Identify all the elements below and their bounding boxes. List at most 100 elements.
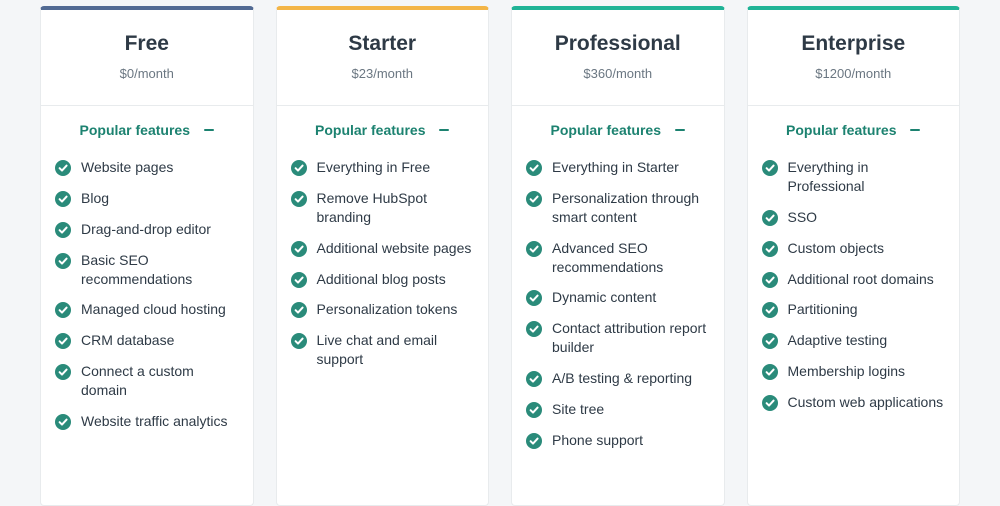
check-icon: [526, 402, 542, 418]
feature-item: Phone support: [526, 425, 710, 456]
feature-text: SSO: [788, 208, 818, 227]
feature-text: Custom web applications: [788, 393, 944, 412]
tier-price: $0/month: [53, 66, 241, 81]
tier-price: $1200/month: [760, 66, 948, 81]
features-toggle[interactable]: Popular features: [748, 106, 960, 152]
check-icon: [526, 290, 542, 306]
check-icon: [55, 253, 71, 269]
feature-text: Site tree: [552, 400, 604, 419]
feature-item: Everything in Starter: [526, 152, 710, 183]
feature-text: Additional website pages: [317, 239, 472, 258]
tier-name: Starter: [289, 32, 477, 56]
check-icon: [55, 191, 71, 207]
pricing-card-professional: Professional$360/monthPopular featuresEv…: [511, 6, 725, 506]
check-icon: [526, 371, 542, 387]
minus-icon: [204, 129, 214, 131]
feature-item: Custom objects: [762, 233, 946, 264]
feature-item: Site tree: [526, 394, 710, 425]
check-icon: [526, 321, 542, 337]
check-icon: [762, 272, 778, 288]
feature-text: Everything in Professional: [788, 158, 946, 196]
check-icon: [762, 333, 778, 349]
pricing-card-free: Free $0/month Popular features Website page…: [40, 6, 254, 506]
feature-text: Additional root domains: [788, 270, 934, 289]
feature-item: Remove HubSpot branding: [291, 183, 475, 233]
feature-text: Website traffic analytics: [81, 412, 228, 431]
check-icon: [762, 160, 778, 176]
feature-item: Website traffic analytics: [55, 406, 239, 437]
feature-text: Partitioning: [788, 300, 858, 319]
feature-list: Everything in Free Remove HubSpot brandin…: [277, 152, 489, 393]
feature-text: Basic SEO recommendations: [81, 251, 239, 289]
feature-text: Drag-and-drop editor: [81, 220, 211, 239]
feature-text: Remove HubSpot branding: [317, 189, 475, 227]
tier-name: Enterprise: [760, 32, 948, 56]
check-icon: [291, 191, 307, 207]
check-icon: [762, 241, 778, 257]
check-icon: [291, 160, 307, 176]
minus-icon: [910, 129, 920, 131]
feature-text: Additional blog posts: [317, 270, 446, 289]
tier-name: Professional: [524, 32, 712, 56]
feature-item: Personalization tokens: [291, 294, 475, 325]
check-icon: [291, 241, 307, 257]
feature-text: Personalization tokens: [317, 300, 458, 319]
features-label: Popular features: [80, 122, 190, 138]
feature-text: Advanced SEO recommendations: [552, 239, 710, 277]
check-icon: [526, 191, 542, 207]
feature-item: Advanced SEO recommendations: [526, 233, 710, 283]
tier-name: Free: [53, 32, 241, 56]
check-icon: [291, 333, 307, 349]
feature-item: Partitioning: [762, 294, 946, 325]
features-label: Popular features: [786, 122, 896, 138]
feature-item: Live chat and email support: [291, 325, 475, 375]
feature-item: Connect a custom domain: [55, 356, 239, 406]
check-icon: [55, 222, 71, 238]
feature-list: Website pages Blog Drag-and-drop editor Bas…: [41, 152, 253, 455]
feature-item: Everything in Professional: [762, 152, 946, 202]
check-icon: [762, 395, 778, 411]
feature-item: Blog: [55, 183, 239, 214]
pricing-card-enterprise: Enterprise $1200/month Popular features Eve…: [747, 6, 961, 506]
card-header: Free $0/month: [41, 10, 253, 106]
feature-item: SSO: [762, 202, 946, 233]
feature-text: Contact attribution report builder: [552, 319, 710, 357]
tier-price: $23/month: [289, 66, 477, 81]
minus-icon: [675, 129, 685, 131]
check-icon: [526, 433, 542, 449]
check-icon: [762, 364, 778, 380]
minus-icon: [439, 129, 449, 131]
card-header: Professional $360/month: [512, 10, 724, 106]
feature-item: A/B testing & reporting: [526, 363, 710, 394]
feature-text: Everything in Free: [317, 158, 431, 177]
feature-item: Website pages: [55, 152, 239, 183]
feature-text: Custom objects: [788, 239, 884, 258]
feature-item: Contact attribution report builder: [526, 313, 710, 363]
feature-list: Everything in Starter Personalization thr…: [512, 152, 724, 474]
check-icon: [55, 364, 71, 380]
check-icon: [55, 414, 71, 430]
card-header: Enterprise $1200/month: [748, 10, 960, 106]
feature-text: Membership logins: [788, 362, 906, 381]
pricing-card-starter: Starter$23/monthPopular featuresEverythi…: [276, 6, 490, 506]
feature-item: Additional website pages: [291, 233, 475, 264]
check-icon: [55, 333, 71, 349]
features-toggle[interactable]: Popular features: [512, 106, 724, 152]
feature-item: Membership logins: [762, 356, 946, 387]
feature-text: Website pages: [81, 158, 173, 177]
feature-item: Managed cloud hosting: [55, 294, 239, 325]
feature-text: CRM database: [81, 331, 174, 350]
check-icon: [762, 210, 778, 226]
feature-text: Connect a custom domain: [81, 362, 239, 400]
features-toggle[interactable]: Popular features: [277, 106, 489, 152]
feature-text: Blog: [81, 189, 109, 208]
feature-item: Additional blog posts: [291, 264, 475, 295]
feature-text: Personalization through smart content: [552, 189, 710, 227]
check-icon: [526, 160, 542, 176]
check-icon: [526, 241, 542, 257]
feature-item: Dynamic content: [526, 282, 710, 313]
tier-price: $360/month: [524, 66, 712, 81]
feature-text: Everything in Starter: [552, 158, 679, 177]
feature-text: A/B testing & reporting: [552, 369, 692, 388]
features-toggle[interactable]: Popular features: [41, 106, 253, 152]
